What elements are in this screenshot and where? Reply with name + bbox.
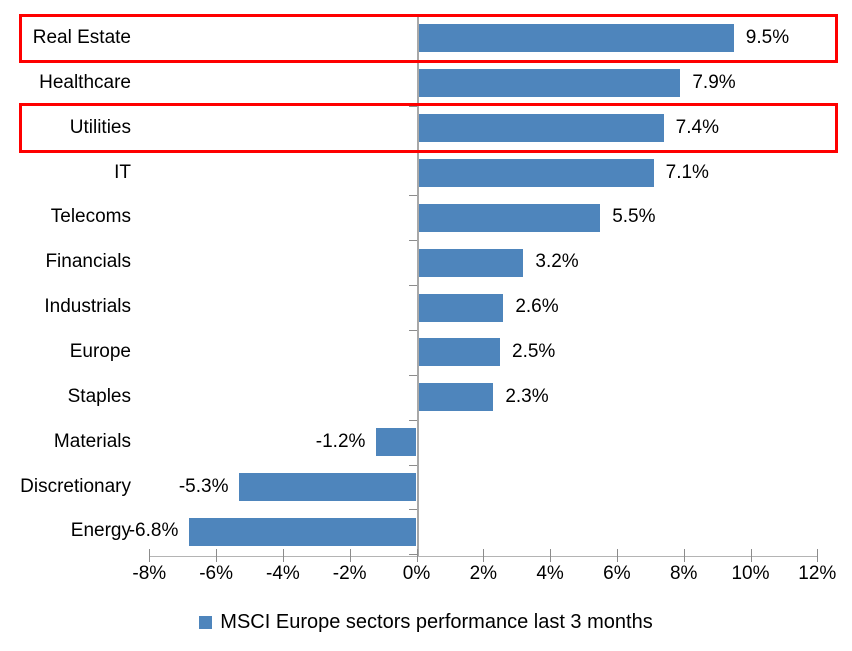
value-label: -6.8% [128,520,179,542]
x-axis-tick-label: -8% [132,563,167,584]
category-axis-tick [409,374,417,376]
category-label: Industrials [44,296,131,318]
bar [416,248,524,277]
category-axis-tick [409,464,417,466]
category-label: Energy [70,520,131,542]
x-axis-tick-label: -4% [265,563,300,584]
category-label: IT [114,161,131,183]
category-label: Telecoms [50,206,131,228]
category-label: Discretionary [20,475,131,497]
value-label: 2.3% [505,385,549,407]
category-axis-tick [409,195,417,197]
x-axis-tick-label: 6% [603,563,631,584]
value-label: 9.5% [745,27,790,48]
category-axis-tick [409,329,417,331]
category-label: Healthcare [39,71,131,93]
x-axis-tick [817,549,819,562]
x-axis-tick-label: 0% [402,563,431,584]
bar [416,338,500,367]
x-axis-tick [550,549,552,562]
bar [416,383,494,412]
category-axis-tick [409,554,417,556]
value-label: 7.1% [665,161,709,183]
category-label: Staples [67,385,131,407]
highlight-box-real-estate [19,13,838,63]
value-label: 2.6% [515,296,559,318]
x-axis-tick-label: 2% [469,563,498,584]
value-label: 3.2% [535,251,579,273]
category-axis-tick [409,285,417,287]
bar [376,428,417,457]
x-axis-tick [149,549,151,562]
value-label: 2.5% [512,340,556,362]
bar [416,69,681,98]
x-axis-tick [216,549,218,562]
category-label: Europe [69,340,131,362]
x-axis-tick [416,549,418,562]
zero-axis-line [416,16,419,557]
bar [416,114,664,143]
legend-marker-icon [199,616,213,629]
category-label: Real Estate [32,27,131,48]
value-label: -1.2% [315,430,366,452]
category-label: Financials [45,251,131,273]
x-axis-tick [683,549,685,562]
bar [189,517,417,546]
x-axis-tick [750,549,752,562]
value-label: 7.4% [675,116,719,138]
x-axis-tick [483,549,485,562]
bar [416,158,654,187]
x-axis-tick-label: 10% [731,563,770,584]
x-axis-tick [282,549,284,562]
x-axis-tick [616,549,618,562]
bar [416,203,601,232]
x-axis-tick-label: 4% [536,563,564,584]
category-axis-tick [409,419,417,421]
x-axis-tick-label: -2% [332,563,367,584]
category-label: Utilities [69,116,131,138]
category-label: Materials [53,430,131,452]
x-axis-tick-label: 8% [669,563,698,584]
category-axis-tick [409,240,417,242]
x-axis-tick [349,549,351,562]
x-axis-tick-label: -6% [199,563,233,584]
value-label: -5.3% [178,475,229,497]
bar [416,293,504,322]
value-label: 5.5% [612,206,656,228]
bar [239,472,417,501]
legend: MSCI Europe sectors performance last 3 m… [0,611,852,634]
x-axis-tick-label: 12% [798,563,837,584]
legend-label: MSCI Europe sectors performance last 3 m… [220,611,653,633]
highlight-box-utilities [19,103,838,153]
value-label: 7.9% [692,71,736,93]
bar [416,24,734,53]
category-axis-tick [409,509,417,511]
